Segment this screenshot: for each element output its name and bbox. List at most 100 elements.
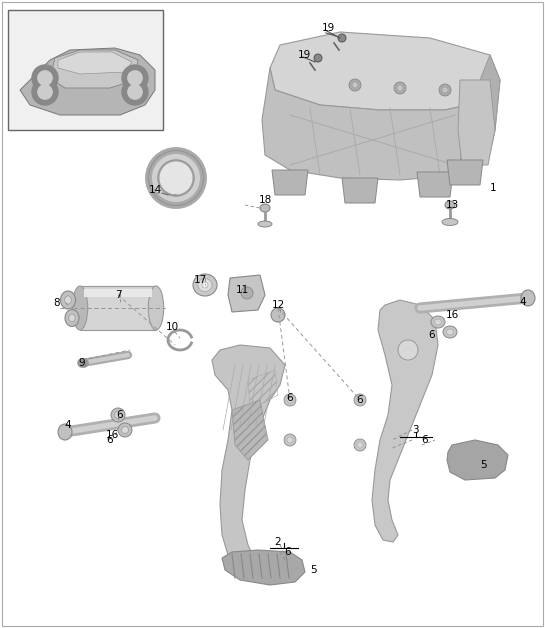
Ellipse shape bbox=[60, 291, 76, 309]
Ellipse shape bbox=[193, 274, 217, 296]
Ellipse shape bbox=[114, 411, 122, 418]
Circle shape bbox=[38, 71, 52, 85]
Polygon shape bbox=[262, 68, 500, 180]
Text: 11: 11 bbox=[235, 285, 249, 295]
Polygon shape bbox=[212, 345, 285, 570]
Ellipse shape bbox=[521, 290, 535, 306]
Ellipse shape bbox=[158, 160, 194, 196]
Polygon shape bbox=[20, 48, 155, 115]
Ellipse shape bbox=[271, 308, 285, 322]
Polygon shape bbox=[458, 80, 495, 165]
Text: 6: 6 bbox=[107, 435, 113, 445]
Ellipse shape bbox=[198, 278, 212, 291]
Polygon shape bbox=[272, 170, 308, 195]
Circle shape bbox=[394, 82, 406, 94]
Ellipse shape bbox=[260, 204, 270, 212]
Circle shape bbox=[32, 65, 58, 91]
Text: 8: 8 bbox=[54, 298, 60, 308]
Text: 7: 7 bbox=[114, 290, 122, 300]
Polygon shape bbox=[372, 300, 438, 542]
Text: 5: 5 bbox=[310, 565, 317, 575]
Text: 6: 6 bbox=[284, 547, 292, 557]
Text: 6: 6 bbox=[422, 435, 428, 445]
Polygon shape bbox=[342, 178, 378, 203]
Text: 2: 2 bbox=[275, 537, 281, 547]
Ellipse shape bbox=[434, 319, 441, 325]
Ellipse shape bbox=[354, 439, 366, 451]
Ellipse shape bbox=[58, 424, 72, 440]
Ellipse shape bbox=[431, 316, 445, 328]
Ellipse shape bbox=[287, 437, 293, 443]
Circle shape bbox=[38, 85, 52, 99]
Text: 6: 6 bbox=[429, 330, 435, 340]
Circle shape bbox=[349, 79, 361, 91]
Circle shape bbox=[32, 79, 58, 105]
Ellipse shape bbox=[445, 201, 455, 209]
Ellipse shape bbox=[69, 314, 75, 322]
Text: 19: 19 bbox=[322, 23, 335, 33]
Ellipse shape bbox=[111, 408, 125, 422]
Ellipse shape bbox=[202, 282, 208, 288]
Ellipse shape bbox=[258, 221, 272, 227]
Ellipse shape bbox=[149, 151, 203, 205]
Text: 14: 14 bbox=[148, 185, 162, 195]
Ellipse shape bbox=[284, 394, 296, 406]
Circle shape bbox=[128, 71, 142, 85]
Text: 4: 4 bbox=[519, 297, 525, 307]
Polygon shape bbox=[222, 550, 305, 585]
Ellipse shape bbox=[118, 423, 132, 437]
Bar bbox=[80, 286, 156, 330]
Circle shape bbox=[442, 87, 448, 93]
Polygon shape bbox=[232, 400, 268, 460]
Ellipse shape bbox=[446, 329, 453, 335]
Text: 19: 19 bbox=[298, 50, 311, 60]
Ellipse shape bbox=[443, 326, 457, 338]
Polygon shape bbox=[447, 160, 483, 185]
Circle shape bbox=[122, 79, 148, 105]
Ellipse shape bbox=[72, 286, 88, 330]
Circle shape bbox=[314, 54, 322, 62]
Text: 13: 13 bbox=[445, 200, 459, 210]
Text: 10: 10 bbox=[166, 322, 179, 332]
Text: 12: 12 bbox=[271, 300, 284, 310]
Circle shape bbox=[439, 84, 451, 96]
Ellipse shape bbox=[122, 426, 129, 433]
Polygon shape bbox=[58, 52, 132, 74]
Text: 6: 6 bbox=[287, 393, 293, 403]
Ellipse shape bbox=[284, 434, 296, 446]
Polygon shape bbox=[50, 50, 138, 88]
Polygon shape bbox=[228, 275, 265, 312]
Polygon shape bbox=[417, 172, 453, 197]
Circle shape bbox=[397, 85, 403, 91]
Circle shape bbox=[128, 85, 142, 99]
Bar bbox=[8, 10, 163, 130]
Circle shape bbox=[398, 340, 418, 360]
Polygon shape bbox=[447, 440, 508, 480]
Text: 3: 3 bbox=[411, 425, 419, 435]
Circle shape bbox=[122, 65, 148, 91]
Polygon shape bbox=[270, 32, 500, 110]
Text: 6: 6 bbox=[356, 395, 364, 405]
Ellipse shape bbox=[354, 394, 366, 406]
Text: 4: 4 bbox=[64, 420, 71, 430]
Circle shape bbox=[338, 34, 346, 42]
Ellipse shape bbox=[159, 161, 193, 195]
Text: 5: 5 bbox=[480, 460, 487, 470]
Text: 16: 16 bbox=[105, 430, 119, 440]
Ellipse shape bbox=[287, 397, 293, 403]
Text: 16: 16 bbox=[445, 310, 459, 320]
Text: 17: 17 bbox=[193, 275, 207, 285]
Ellipse shape bbox=[148, 286, 164, 330]
Text: 1: 1 bbox=[490, 183, 496, 193]
Ellipse shape bbox=[65, 310, 79, 327]
Polygon shape bbox=[460, 55, 500, 175]
Text: 18: 18 bbox=[258, 195, 271, 205]
Circle shape bbox=[241, 287, 253, 299]
Text: 6: 6 bbox=[117, 410, 123, 420]
Ellipse shape bbox=[65, 296, 71, 304]
Circle shape bbox=[352, 82, 358, 88]
Ellipse shape bbox=[357, 442, 363, 448]
Ellipse shape bbox=[442, 219, 458, 225]
Ellipse shape bbox=[357, 397, 363, 403]
Text: 9: 9 bbox=[78, 358, 86, 368]
